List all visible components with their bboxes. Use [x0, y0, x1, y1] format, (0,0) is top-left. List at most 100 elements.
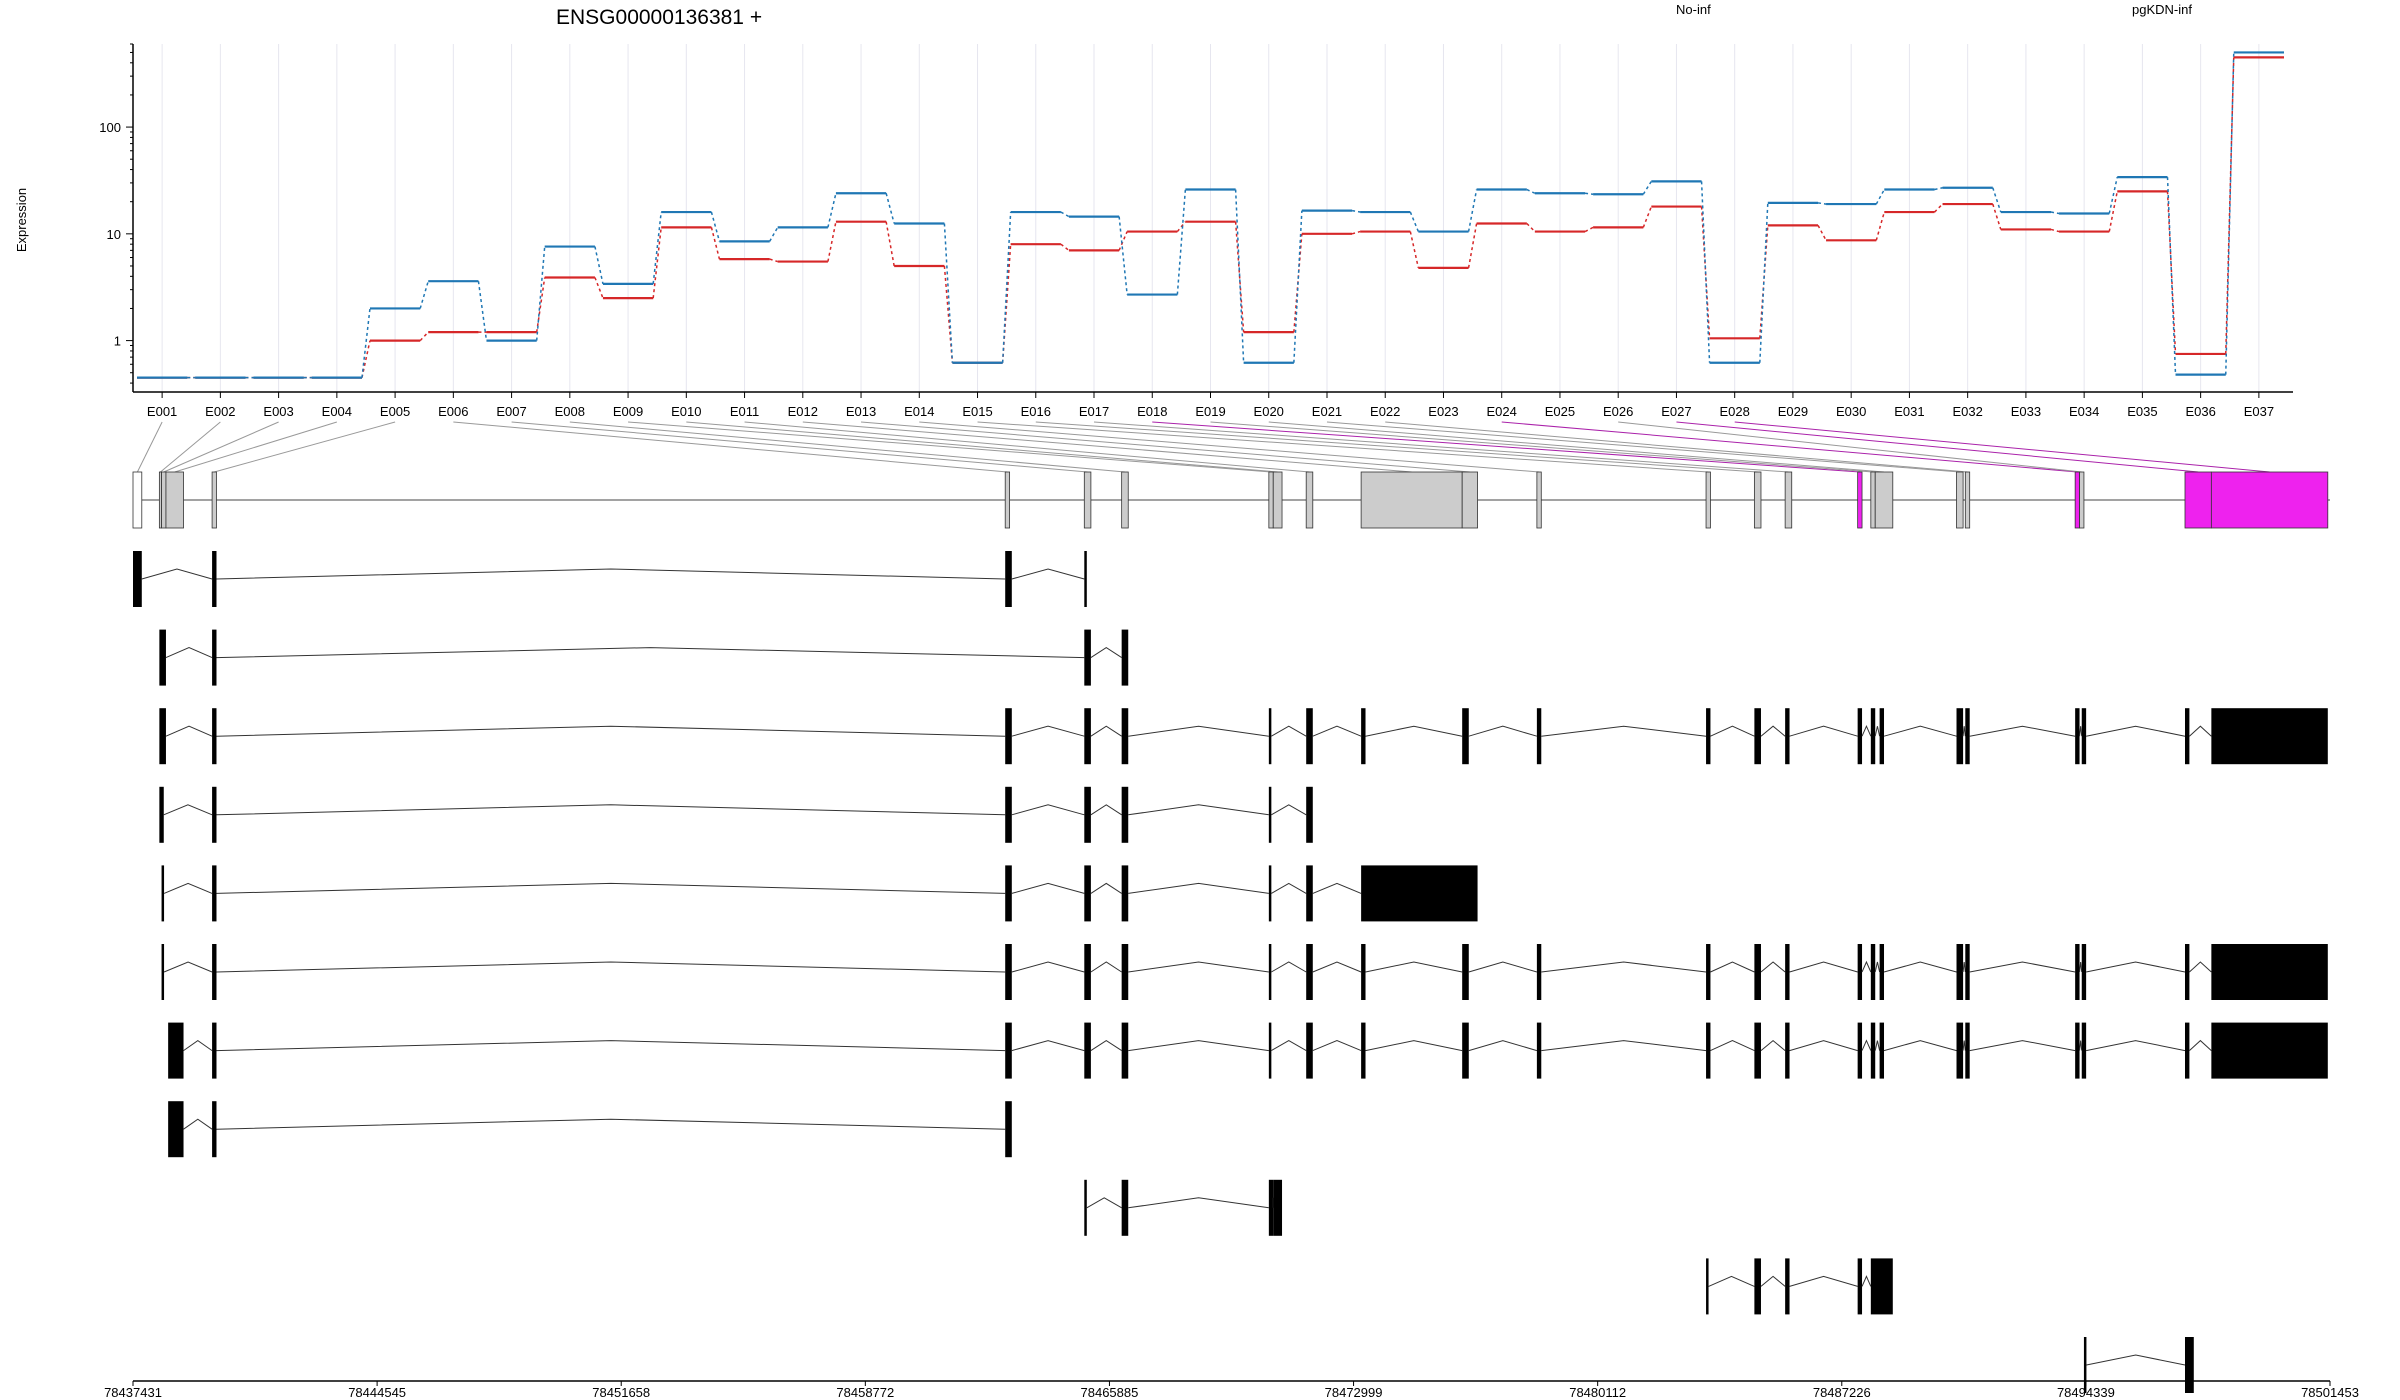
transcript-3-intron-15	[1874, 726, 1881, 737]
connector-E011	[744, 421, 1310, 473]
transcript-7-exon-5	[1121, 1022, 1129, 1079]
transcript-7-intron-10	[1541, 1040, 1707, 1052]
gene-model-exon-E015	[1705, 471, 1711, 529]
transcript-3-exon-12	[1754, 708, 1761, 765]
transcript-3-exon-14	[1857, 708, 1863, 765]
transcript-3-exon-20	[2081, 708, 2087, 765]
transcript-5-intron-1	[163, 882, 213, 894]
transcript-3-intron-3	[1011, 725, 1085, 737]
series-1-step-E013	[885, 193, 895, 224]
transcript-6-exon-14	[1857, 944, 1863, 1000]
gene-model-exon-E009	[1268, 471, 1274, 529]
gene-model-exon-E017	[1784, 471, 1793, 529]
connector-E021	[1326, 421, 1960, 473]
transcript-6-exon-8	[1361, 944, 1366, 1000]
y-tick-label: 1	[114, 334, 121, 349]
series-0-step-E024	[1526, 222, 1536, 233]
transcript-9-intron-2	[1128, 1197, 1269, 1209]
transcript-7-intron-16	[1883, 1040, 1957, 1052]
gene-model-exon-E021	[1956, 471, 1964, 529]
gene-model-exon-E008	[1121, 471, 1129, 529]
series-1-step-E021	[1351, 209, 1361, 213]
transcript-6-exon-12	[1754, 944, 1761, 1000]
transcript-4-intron-2	[216, 804, 1006, 816]
transcript-3-intron-9	[1468, 725, 1538, 737]
transcript-5-exon-7	[1306, 865, 1313, 922]
series-1-step-E012	[827, 193, 837, 228]
transcript-7-exon-20	[2081, 1022, 2087, 1079]
transcript-10-intron-4	[1861, 1275, 1872, 1287]
transcript-3-exon-21	[2184, 708, 2190, 765]
gene-model-exon-E011	[1305, 471, 1314, 529]
transcript-6-exon-10	[1536, 944, 1542, 1000]
series-1-step-E020	[1293, 210, 1303, 363]
transcript-10-exon-2	[1754, 1258, 1761, 1315]
gene-model-exon-E005	[211, 471, 217, 529]
transcript-3-intron-19	[2079, 726, 2083, 737]
series-1-step-E016	[1060, 211, 1070, 218]
transcript-3-exon-2	[212, 708, 217, 765]
bin-label-E001: E001	[147, 404, 177, 419]
transcript-7-exon-2	[212, 1022, 217, 1079]
transcript-3-intron-4	[1090, 725, 1122, 737]
transcript-3-exon-19	[2075, 708, 2080, 765]
transcript-3-exon-22	[2211, 708, 2328, 765]
series-1-step-E006	[477, 281, 488, 341]
transcript-7-intron-4	[1090, 1040, 1122, 1052]
transcript-6-intron-19	[2079, 961, 2083, 973]
series-1-step-E034	[2108, 176, 2119, 214]
transcript-9-exon-2	[1121, 1179, 1129, 1236]
series-1-step-E009	[652, 211, 662, 284]
transcript-7-intron-20	[2086, 1040, 2186, 1052]
transcript-3-intron-7	[1312, 725, 1362, 737]
transcript-7-intron-19	[2079, 1040, 2083, 1051]
transcript-7-intron-15	[1874, 1040, 1881, 1051]
transcript-1-intron-1	[141, 568, 213, 580]
transcript-8-exon-1	[168, 1101, 184, 1158]
series-0-step-E019	[1234, 221, 1245, 333]
bin-label-E008: E008	[555, 404, 585, 419]
series-1-step-E031	[1934, 187, 1943, 191]
bin-label-E004: E004	[322, 404, 352, 419]
transcript-6-exon-15	[1870, 944, 1876, 1000]
series-1-step-E032	[1992, 187, 2002, 213]
transcript-7-exon-11	[1706, 1022, 1711, 1079]
bin-label-E037: E037	[2244, 404, 2274, 419]
connector-E010	[686, 421, 1278, 473]
genomic-axis: 78437431 78444545 78451658 78458772 78465885…	[104, 1380, 2359, 1400]
transcript-1-exon-2	[212, 551, 217, 607]
transcript-8-exon-2	[212, 1101, 217, 1158]
connector-E006	[453, 421, 1008, 473]
series-0-step-E017	[1118, 231, 1128, 251]
transcript-4-exon-5	[1121, 786, 1129, 843]
transcript-4-exon-1	[159, 786, 164, 843]
legend-no-inf: No-inf	[1676, 2, 1711, 17]
transcript-3-intron-12	[1760, 725, 1786, 737]
transcript-6-intron-10	[1541, 961, 1707, 973]
transcript-3-exon-3	[1005, 708, 1012, 765]
bin-label-E033: E033	[2011, 404, 2041, 419]
series-1-step-E008	[594, 246, 604, 285]
connector-E014	[919, 421, 1540, 473]
series-0-step-E030	[1875, 211, 1886, 241]
transcript-5-intron-4	[1090, 882, 1122, 894]
transcript-3-exon-11	[1706, 708, 1711, 765]
connector-E022	[1385, 421, 1968, 473]
connector-E004	[174, 421, 337, 473]
series-1-step-E007	[535, 246, 546, 341]
transcript-7-intron-9	[1468, 1040, 1538, 1052]
genomic-tick-label: 78494339	[2057, 1385, 2115, 1400]
bin-label-E029: E029	[1778, 404, 1808, 419]
transcript-8-exon-3	[1005, 1101, 1012, 1158]
transcript-3-exon-9	[1462, 708, 1469, 765]
transcript-6-exon-17	[1956, 944, 1964, 1000]
transcript-6-exon-5	[1121, 944, 1129, 1000]
transcript-6-exon-13	[1785, 944, 1790, 1000]
transcript-6-intron-8	[1365, 961, 1463, 973]
bin-label-E005: E005	[380, 404, 410, 419]
transcript-7-exon-12	[1754, 1022, 1761, 1079]
transcript-5-exon-8	[1361, 865, 1478, 922]
transcript-11-exon-1	[2083, 1337, 2087, 1393]
gene-model-exon-E027	[2184, 471, 2212, 529]
